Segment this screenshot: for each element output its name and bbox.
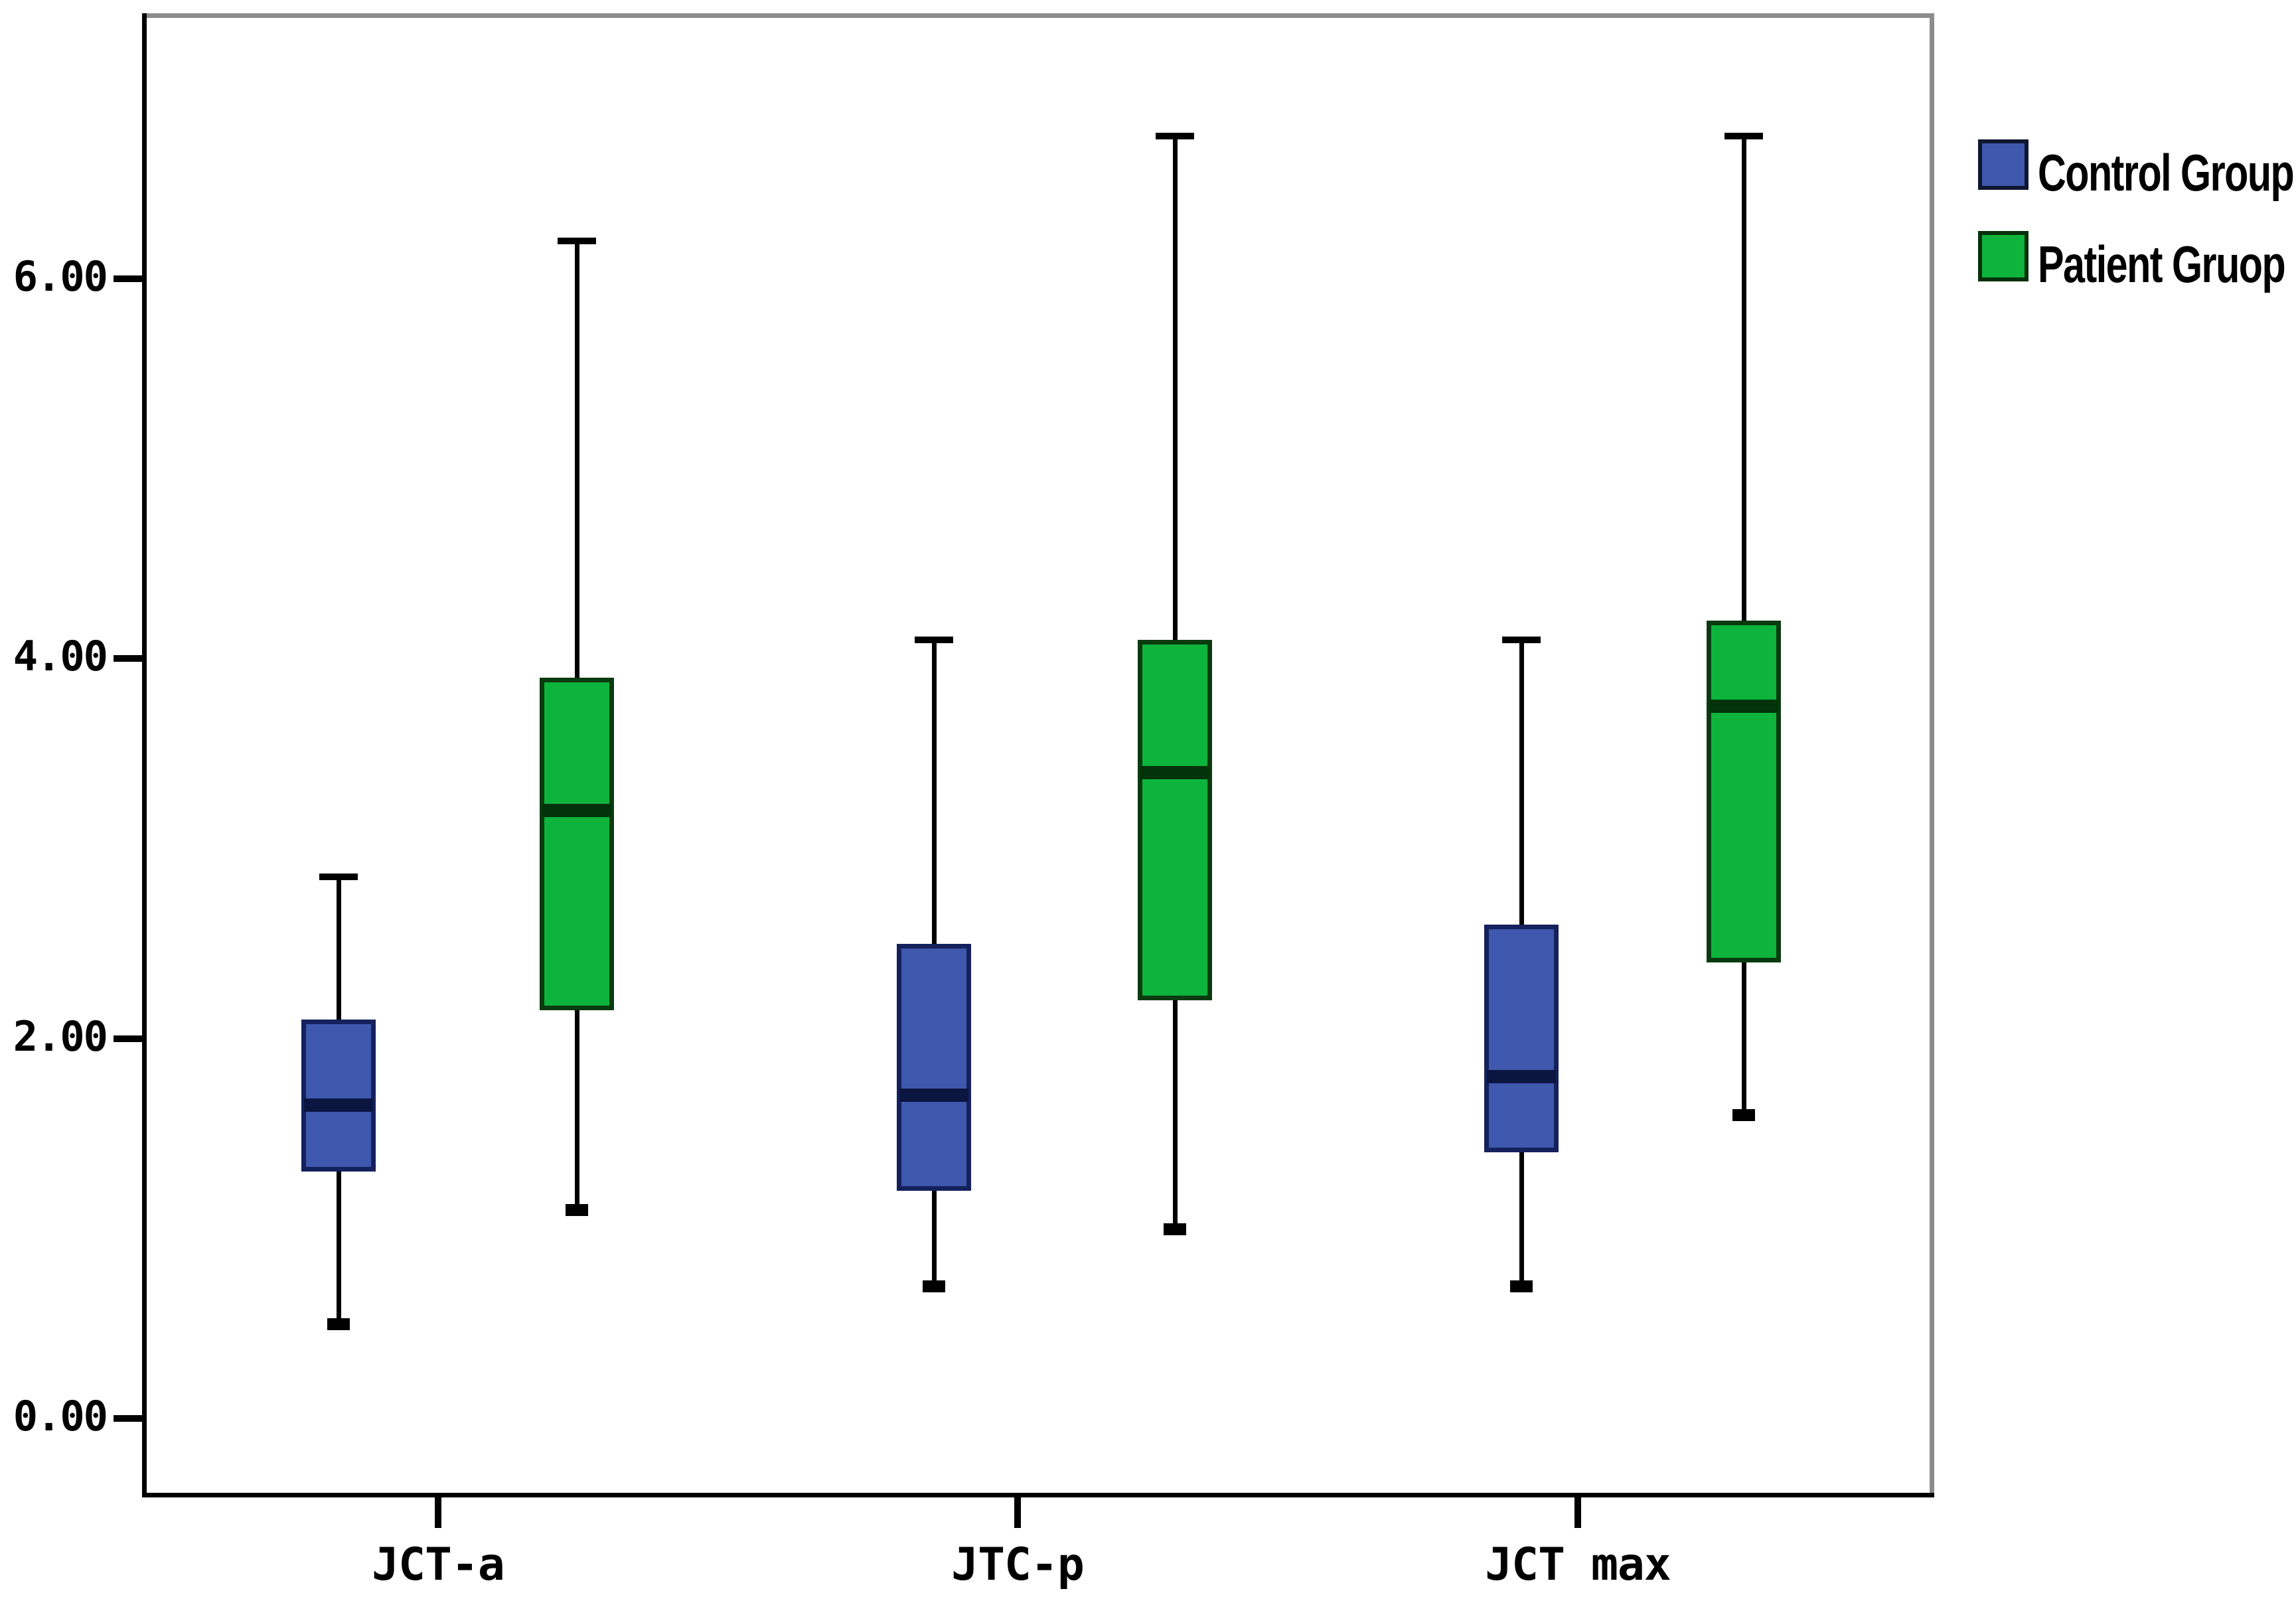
plot-frame-right <box>1930 13 1934 1497</box>
y-tick-mark <box>114 1035 144 1042</box>
lower-whisker <box>1742 962 1746 1114</box>
y-tick-mark <box>114 275 144 282</box>
upper-whisker <box>337 877 341 1020</box>
upper-whisker <box>1519 640 1524 925</box>
x-tick-mark <box>1574 1497 1581 1528</box>
upper-whisker-cap <box>915 637 953 643</box>
lower-whisker-cap <box>327 1318 350 1330</box>
box <box>1138 640 1212 1000</box>
plot-frame-top <box>142 13 1934 18</box>
median-line <box>1487 1070 1556 1083</box>
upper-whisker-cap <box>558 238 596 244</box>
lower-whisker-cap <box>923 1280 945 1292</box>
upper-whisker-cap <box>319 874 358 880</box>
lower-whisker <box>575 1010 579 1209</box>
box <box>540 678 614 1010</box>
median-line <box>899 1089 968 1102</box>
median-line <box>542 804 611 817</box>
x-tick-mark <box>1014 1497 1021 1528</box>
upper-whisker <box>1173 136 1178 640</box>
y-tick-mark <box>114 655 144 662</box>
box <box>301 1020 376 1172</box>
legend-label-patient-group: Patient Gruop <box>2038 235 2286 293</box>
upper-whisker <box>1742 136 1746 621</box>
x-tick-label: JCT max <box>1485 1539 1671 1591</box>
box <box>1707 621 1781 962</box>
lower-whisker-cap <box>566 1204 588 1216</box>
median-line <box>1709 700 1778 713</box>
legend-swatch-patient-group <box>1978 231 2028 281</box>
lower-whisker <box>337 1172 341 1324</box>
legend-label-control-group: Control Group <box>2038 143 2295 202</box>
lower-whisker-cap <box>1732 1109 1755 1121</box>
y-tick-label: 0.00 <box>13 1392 108 1440</box>
legend-swatch-control-group <box>1978 139 2028 190</box>
y-tick-label: 4.00 <box>13 632 108 680</box>
lower-whisker <box>1519 1152 1524 1286</box>
lower-whisker <box>932 1191 937 1286</box>
y-tick-label: 6.00 <box>13 252 108 301</box>
lower-whisker-cap <box>1164 1223 1186 1235</box>
upper-whisker-cap <box>1724 133 1763 139</box>
median-line <box>304 1099 373 1112</box>
upper-whisker-cap <box>1156 133 1194 139</box>
upper-whisker-cap <box>1502 637 1541 643</box>
lower-whisker-cap <box>1510 1280 1533 1292</box>
box <box>1484 925 1559 1152</box>
y-tick-label: 2.00 <box>13 1012 108 1061</box>
y-tick-mark <box>114 1415 144 1422</box>
x-axis-line <box>142 1493 1934 1497</box>
x-tick-label: JTC-p <box>951 1539 1085 1591</box>
median-line <box>1140 766 1209 779</box>
upper-whisker <box>575 241 579 678</box>
y-axis-line <box>142 13 147 1497</box>
x-tick-mark <box>435 1497 441 1528</box>
upper-whisker <box>932 640 937 944</box>
x-tick-label: JCT-a <box>372 1539 505 1591</box>
box <box>897 944 971 1191</box>
lower-whisker <box>1173 1000 1178 1229</box>
